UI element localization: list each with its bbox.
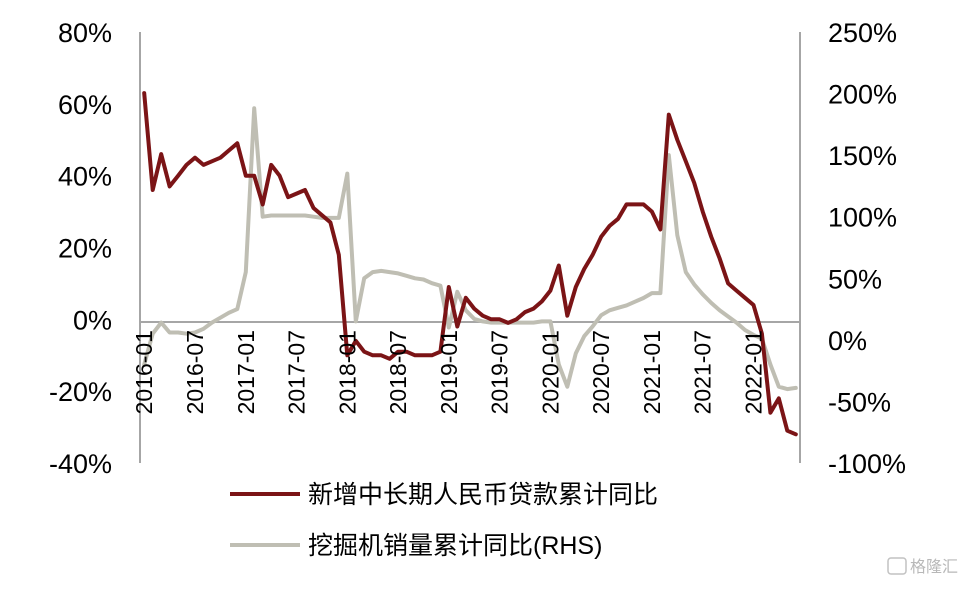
watermark: 格隆汇	[887, 557, 958, 576]
series-layer	[142, 91, 798, 437]
tick-labels: 80% 60% 40% 20% 0% -20% -40% 250% 200% 150% 100% 50…	[49, 18, 906, 479]
right-tick-label: 200%	[828, 80, 897, 110]
series-line-loans	[142, 91, 798, 437]
x-tick-label: 2016-07	[182, 330, 208, 414]
watermark-text: 格隆汇	[910, 558, 958, 576]
axes	[139, 32, 801, 463]
x-tick-label: 2020-07	[588, 330, 614, 414]
x-tick-label: 2021-07	[690, 330, 716, 414]
x-tick-label: 2021-01	[639, 330, 665, 414]
left-tick-label: 40%	[58, 162, 112, 192]
left-tick-label: -20%	[49, 377, 112, 407]
left-tick-label: 80%	[58, 18, 112, 48]
left-tick-label: 20%	[58, 234, 112, 264]
legend-label-excavator: 挖掘机销量累计同比(RHS)	[308, 532, 602, 560]
right-tick-label: 250%	[828, 18, 897, 48]
x-tick-label: 2016-01	[131, 330, 157, 414]
x-tick-label: 2019-07	[487, 330, 513, 414]
x-tick-label: 2020-01	[537, 330, 563, 414]
legend-label-loans: 新增中长期人民币贷款累计同比	[308, 481, 658, 509]
left-tick-label: 60%	[58, 90, 112, 120]
right-tick-label: 150%	[828, 141, 897, 171]
left-tick-label: -40%	[49, 449, 112, 479]
legend-item-loans: 新增中长期人民币贷款累计同比	[230, 481, 658, 509]
x-tick-label: 2022-01	[740, 330, 766, 414]
right-tick-label: 0%	[828, 326, 867, 356]
watermark-logo-icon	[887, 557, 907, 575]
legend-item-excavator: 挖掘机销量累计同比(RHS)	[230, 532, 602, 560]
series-line-excavator	[142, 106, 798, 392]
left-tick-label: 0%	[73, 305, 112, 335]
x-tick-label: 2017-07	[284, 330, 310, 414]
right-tick-label: 100%	[828, 203, 897, 233]
x-tick-label: 2019-01	[436, 330, 462, 414]
x-tick-label: 2018-07	[385, 330, 411, 414]
x-tick-label: 2018-01	[334, 330, 360, 414]
right-tick-label: -100%	[828, 449, 906, 479]
x-tick-label: 2017-01	[233, 330, 259, 414]
right-tick-label: 50%	[828, 264, 882, 294]
right-tick-label: -50%	[828, 387, 891, 417]
legend: 新增中长期人民币贷款累计同比 挖掘机销量累计同比(RHS)	[230, 481, 658, 560]
